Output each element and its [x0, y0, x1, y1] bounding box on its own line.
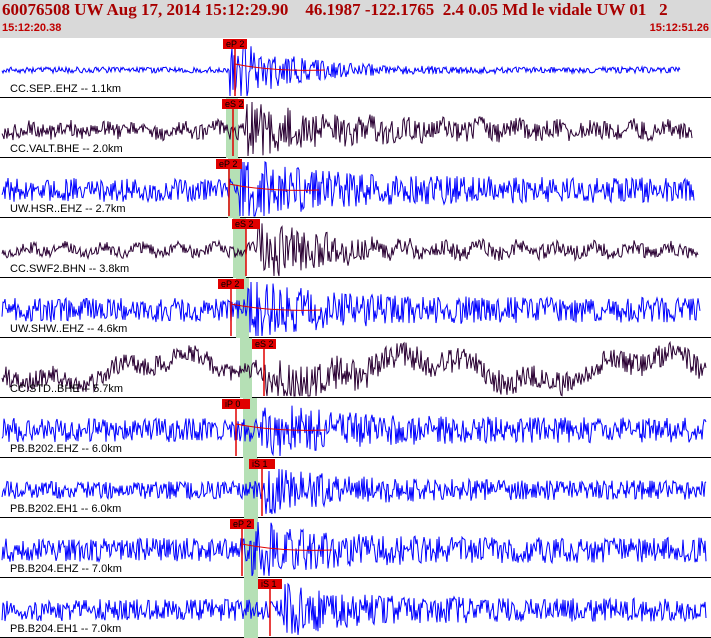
arrival-window	[243, 398, 257, 458]
coda-line	[228, 183, 320, 191]
trace-panel[interactable]: eP 2 UW.SHW..EHZ -- 4.6km	[0, 278, 711, 338]
waveform-trace	[1, 221, 699, 277]
phase-pick-box[interactable]	[230, 519, 254, 529]
phase-pick-label: eS 2	[235, 219, 254, 229]
arrival-window	[233, 218, 246, 278]
seismogram-svg[interactable]: eP 2 CC.SEP..EHZ -- 1.1km eS 2 CC.VALT.BHE …	[0, 38, 711, 638]
phase-pick-box[interactable]	[222, 399, 250, 409]
trace-panel[interactable]: eS 2 CC.VALT.BHE -- 2.0km	[0, 98, 711, 158]
waveform-trace	[1, 582, 707, 635]
station-label: CC.VALT.BHE -- 2.0km	[10, 143, 123, 155]
arrival-window	[236, 278, 249, 338]
arrival-window	[228, 158, 240, 218]
phase-pick-label: iP 0	[225, 399, 240, 409]
arrival-window	[244, 578, 258, 638]
trace-panel[interactable]: eP 2 UW.HSR..EHZ -- 2.7km	[0, 158, 711, 218]
station-label: UW.SHW..EHZ -- 4.6km	[10, 323, 127, 335]
phase-pick-box[interactable]	[249, 459, 275, 469]
station-label: CC.SEP..EHZ -- 1.1km	[10, 83, 121, 95]
trace-panel[interactable]: iP 0 PB.B202.EHZ -- 6.0km	[0, 398, 711, 458]
trace-panel[interactable]: eS 2 CC.SWF2.BHN -- 3.8km	[0, 218, 711, 278]
station-label: PB.B204.EHZ -- 7.0km	[10, 563, 122, 575]
phase-pick-box[interactable]	[218, 279, 244, 289]
coda-line	[241, 543, 333, 551]
phase-pick-label: eP 2	[233, 519, 251, 529]
event-title: 60076508 UW Aug 17, 2014 15:12:29.90 46.…	[2, 0, 668, 19]
trace-panel[interactable]: eP 2 PB.B204.EHZ -- 7.0km	[0, 518, 711, 578]
phase-pick-label: iS 1	[252, 459, 268, 469]
station-label: PB.B202.EH1 -- 6.0km	[10, 503, 121, 515]
coda-line	[230, 303, 322, 311]
phase-pick-label: eS 2	[255, 339, 274, 349]
waveform-trace	[1, 281, 701, 337]
station-label: UW.HSR..EHZ -- 2.7km	[10, 203, 126, 215]
trace-panel[interactable]: iS 1 PB.B204.EH1 -- 7.0km	[0, 578, 711, 638]
phase-pick-box[interactable]	[252, 339, 276, 349]
phase-pick-box[interactable]	[216, 159, 242, 169]
trace-panel[interactable]: eS 2 CC.STD..BHE -- 5.7km	[0, 338, 711, 398]
phase-pick-box[interactable]	[222, 99, 244, 109]
time-end: 15:12:51.26	[649, 22, 709, 34]
waveform-trace	[1, 41, 681, 97]
coda-line	[234, 63, 326, 71]
waveform-trace	[1, 405, 707, 457]
phase-pick-label: eP 2	[219, 159, 237, 169]
event-header: 60076508 UW Aug 17, 2014 15:12:29.90 46.…	[0, 0, 711, 38]
waveform-trace	[1, 521, 707, 577]
trace-panel[interactable]: iS 1 PB.B202.EH1 -- 6.0km	[0, 458, 711, 518]
phase-pick-label: eP 2	[226, 39, 244, 49]
waveform-trace	[1, 340, 707, 397]
trace-panel[interactable]: eP 2 CC.SEP..EHZ -- 1.1km	[0, 39, 711, 98]
phase-pick-box[interactable]	[232, 219, 260, 229]
seismogram-panels[interactable]: eP 2 CC.SEP..EHZ -- 1.1km eS 2 CC.VALT.BHE …	[0, 38, 711, 638]
phase-pick-box[interactable]	[258, 579, 282, 589]
waveform-trace	[1, 468, 707, 515]
phase-pick-box[interactable]	[223, 39, 247, 49]
station-label: CC.STD..BHE -- 5.7km	[10, 383, 123, 395]
phase-pick-label: eP 2	[221, 279, 239, 289]
station-label: PB.B204.EH1 -- 7.0km	[10, 623, 121, 635]
phase-pick-label: eS 2	[225, 99, 244, 109]
station-label: CC.SWF2.BHN -- 3.8km	[10, 263, 129, 275]
station-label: PB.B202.EHZ -- 6.0km	[10, 443, 122, 455]
coda-line	[235, 423, 327, 431]
waveform-trace	[1, 161, 695, 217]
waveform-trace	[1, 101, 693, 157]
time-start: 15:12:20.38	[2, 22, 62, 34]
phase-pick-label: iS 1	[261, 579, 277, 589]
